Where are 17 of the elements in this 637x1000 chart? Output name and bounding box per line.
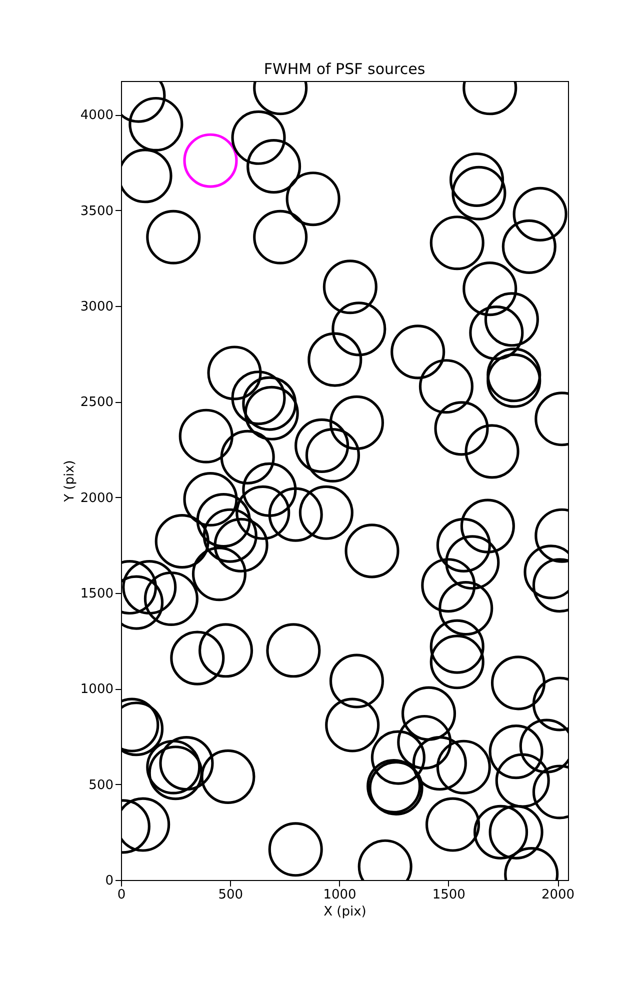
- x-tick-label: 1500: [432, 888, 466, 902]
- y-tick-label: 1000: [80, 682, 114, 698]
- chart-title: FWHM of PSF sources: [264, 60, 426, 78]
- y-tick-label: 2000: [80, 490, 114, 506]
- x-tick-label: 500: [218, 888, 244, 902]
- x-axis-title: X (pix): [324, 904, 366, 920]
- y-tick-label: 2500: [80, 395, 114, 410]
- y-axis-title: Y (pix): [62, 460, 78, 503]
- x-tick-label: 0: [117, 888, 126, 902]
- x-tick-label: 1000: [323, 888, 356, 902]
- y-tick-label: 3000: [80, 300, 114, 315]
- y-tick-label: 3500: [80, 204, 114, 219]
- y-tick-label: 500: [88, 778, 114, 793]
- y-tick-label: 0: [105, 874, 114, 888]
- y-tick-label: 4000: [80, 108, 114, 124]
- x-tick-label: 2000: [541, 888, 575, 902]
- y-tick-label: 1500: [80, 586, 114, 602]
